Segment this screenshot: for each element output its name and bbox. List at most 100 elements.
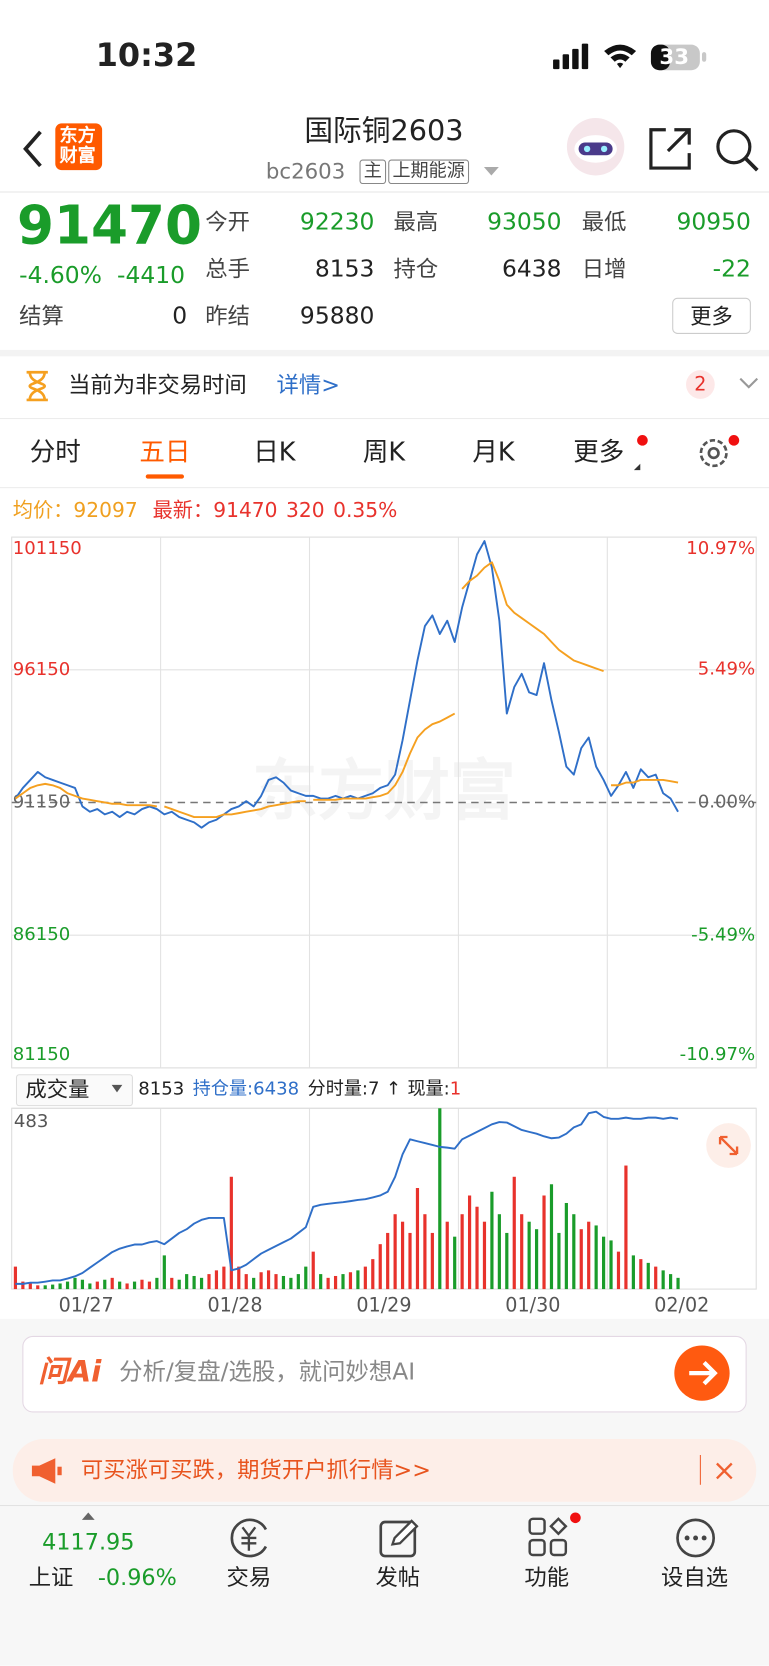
volume-bar	[423, 1214, 427, 1290]
watchlist-icon[interactable]	[674, 1517, 717, 1560]
x-tick-label: 01/30	[505, 1294, 560, 1317]
oi: 6438	[253, 1078, 300, 1100]
field-value: 90950	[676, 209, 751, 237]
expand-chevron[interactable]	[738, 377, 759, 392]
field-value: 8153	[314, 256, 375, 283]
avg-price: 92097	[73, 498, 138, 523]
field-value: -22	[712, 256, 751, 283]
field-value: 0	[172, 303, 188, 330]
volume-bar	[319, 1274, 323, 1290]
tag: 主	[359, 159, 387, 185]
tab[interactable]: 月K	[472, 437, 515, 467]
volume-bar	[497, 1214, 501, 1290]
y2-tick-label: -10.97%	[680, 1044, 755, 1065]
volume-bar	[378, 1244, 382, 1290]
post-icon[interactable]	[378, 1517, 421, 1560]
volume-bar	[222, 1266, 226, 1290]
volume-bar	[73, 1277, 77, 1290]
dropdown-arrow	[111, 1084, 123, 1093]
last-label: 最新：	[152, 498, 214, 523]
index-arrow	[81, 1512, 95, 1520]
volume-bar	[192, 1275, 196, 1290]
indicator-name: 成交量	[25, 1076, 90, 1102]
app-logo[interactable]	[55, 123, 103, 171]
promo-text: 可买涨可买跌，期货开户抓行情>>	[80, 1457, 431, 1483]
field-label: 昨结	[205, 303, 250, 329]
divider	[0, 417, 769, 420]
more-button[interactable]: 更多	[672, 297, 751, 334]
volume-bar	[639, 1259, 643, 1290]
change: -4410	[116, 262, 185, 290]
watermark: 东方财富	[252, 753, 516, 830]
divider	[0, 1504, 769, 1507]
volume-bar	[475, 1206, 479, 1290]
page-title: 国际铜2603	[304, 114, 464, 148]
volume-bar	[609, 1240, 613, 1290]
summary-row: 均价： 92097 最新： 91470 320 0.35%	[12, 498, 398, 523]
ai-input[interactable]	[22, 1335, 747, 1413]
trade-icon[interactable]	[228, 1517, 273, 1560]
chart: 东方财富 101150 96150 91150 86150 81150 10.97% 5.4…	[11, 536, 757, 1317]
contract-code: bc2603	[265, 158, 346, 185]
promo-banner[interactable]	[12, 1439, 757, 1502]
volume-bar	[438, 1108, 442, 1290]
volume-bar	[296, 1274, 300, 1290]
dropdown-arrow[interactable]	[483, 166, 500, 177]
volume-bar	[505, 1232, 509, 1290]
ai-logo: 问Ai	[38, 1353, 102, 1390]
field-value: 95880	[299, 303, 375, 330]
volume-bar	[534, 1229, 539, 1290]
volume-bar	[587, 1221, 591, 1290]
fullscreen-button[interactable]	[705, 1122, 752, 1169]
x-tick-label: 01/27	[59, 1294, 114, 1317]
volume-bar	[408, 1232, 412, 1290]
tab[interactable]: 日K	[253, 437, 296, 467]
volume-bar	[125, 1283, 129, 1290]
x-tick-label: 01/29	[356, 1294, 411, 1317]
nav-label[interactable]: 交易	[226, 1564, 272, 1591]
tab[interactable]: 分时	[29, 437, 81, 467]
search-button[interactable]	[713, 126, 762, 175]
y-tick-label: 96150	[13, 659, 71, 680]
function-icon[interactable]	[526, 1510, 583, 1559]
volume-bar	[162, 1255, 166, 1290]
share-button[interactable]	[647, 126, 694, 173]
price-line	[14, 782, 158, 808]
tab[interactable]: 周K	[362, 437, 406, 467]
price-line	[164, 800, 306, 819]
volume-bar	[304, 1266, 308, 1290]
tab[interactable]: 更多	[573, 437, 625, 467]
close-promo[interactable]	[715, 1461, 734, 1480]
notice-link[interactable]: 详情>	[276, 372, 340, 398]
y2-tick-label: -5.49%	[691, 924, 755, 945]
last-change-pct: 0.35%	[333, 498, 398, 523]
notice-text: 当前为非交易时间	[68, 372, 247, 398]
volume-bar	[661, 1270, 665, 1290]
tab[interactable]: 五日	[139, 437, 191, 467]
volume-bar	[430, 1232, 434, 1290]
volume-bar	[564, 1202, 568, 1290]
nav-label[interactable]: 设自选	[661, 1564, 729, 1591]
back-button[interactable]	[17, 128, 49, 171]
volume-bar	[669, 1274, 673, 1290]
volume-bar	[676, 1277, 680, 1290]
indicator-selector[interactable]	[15, 1074, 133, 1107]
avg-label: 均价：	[12, 498, 74, 523]
assistant-avatar[interactable]	[564, 117, 628, 177]
nav-label[interactable]: 功能	[524, 1564, 570, 1591]
volume-bar	[579, 1229, 583, 1290]
price-line	[313, 712, 456, 801]
volume-bar	[542, 1195, 546, 1290]
volume: 8153	[138, 1078, 185, 1100]
index-change: -0.96%	[97, 1564, 177, 1591]
ai-submit[interactable]	[673, 1344, 730, 1401]
volume-bar	[80, 1279, 85, 1290]
field-value: 6438	[502, 256, 562, 283]
index-value[interactable]: 4117.95	[42, 1529, 135, 1555]
field-label: 今开	[205, 209, 250, 236]
ai-placeholder: 分析/复盘/选股，就问妙想AI	[119, 1359, 416, 1386]
field-label: 最高	[393, 209, 439, 236]
volume-legend: 8153 持仓量: 6438 分时量: 7 ↑ 现量: 1	[138, 1078, 461, 1100]
nav-label[interactable]: 发帖	[375, 1564, 421, 1591]
